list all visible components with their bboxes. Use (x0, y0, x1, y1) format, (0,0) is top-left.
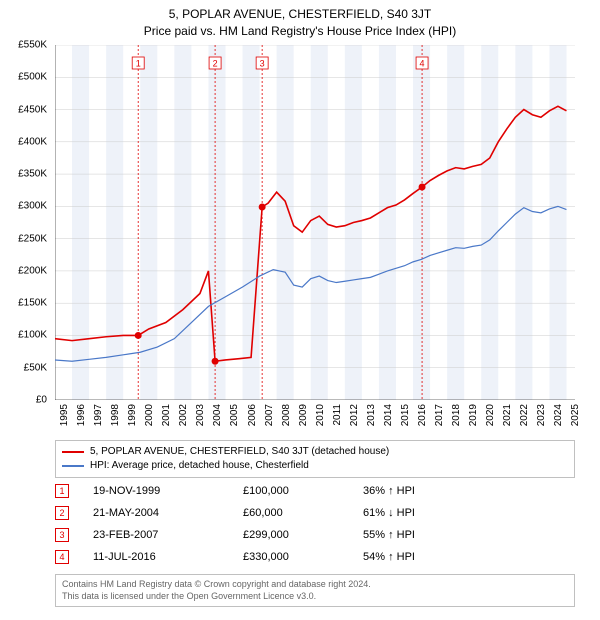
x-tick-label: 2012 (349, 404, 360, 426)
legend-label: 5, POPLAR AVENUE, CHESTERFIELD, S40 3JT … (90, 445, 389, 459)
x-tick-label: 1998 (110, 404, 121, 426)
x-tick-label: 2001 (161, 404, 172, 426)
x-tick-label: 2017 (434, 404, 445, 426)
y-tick-label: £250K (18, 233, 47, 244)
event-row: 3 23-FEB-2007£299,00055% ↑ HPI (55, 524, 575, 546)
title-line-2: Price paid vs. HM Land Registry's House … (0, 23, 600, 40)
event-marker: 2 (55, 506, 69, 520)
x-tick-label: 1999 (127, 404, 138, 426)
chart-title-block: 5, POPLAR AVENUE, CHESTERFIELD, S40 3JT … (0, 0, 600, 40)
y-tick-label: £100K (18, 330, 47, 341)
event-date: 21-MAY-2004 (93, 507, 243, 519)
x-tick-label: 2016 (417, 404, 428, 426)
x-tick-label: 2010 (315, 404, 326, 426)
x-tick-label: 2011 (332, 404, 343, 426)
y-tick-label: £350K (18, 169, 47, 180)
event-marker: 1 (55, 484, 69, 498)
legend-swatch (62, 465, 84, 467)
event-row: 2 21-MAY-2004£60,00061% ↓ HPI (55, 502, 575, 524)
legend-row: 5, POPLAR AVENUE, CHESTERFIELD, S40 3JT … (62, 445, 568, 459)
y-tick-label: £150K (18, 298, 47, 309)
event-date: 19-NOV-1999 (93, 485, 243, 497)
line-chart-svg: 1 2 3 4 (55, 45, 575, 400)
x-tick-label: 2005 (229, 404, 240, 426)
y-tick-label: £500K (18, 72, 47, 83)
x-tick-label: 1995 (59, 404, 70, 426)
x-tick-label: 2000 (144, 404, 155, 426)
svg-text:1: 1 (136, 59, 141, 69)
y-tick-label: £550K (18, 40, 47, 51)
y-tick-label: £400K (18, 136, 47, 147)
x-tick-label: 2004 (212, 404, 223, 426)
x-tick-label: 2002 (178, 404, 189, 426)
svg-text:4: 4 (420, 59, 425, 69)
event-marker: 4 (55, 550, 69, 564)
x-tick-label: 2015 (400, 404, 411, 426)
event-price: £60,000 (243, 507, 363, 519)
x-tick-label: 2020 (485, 404, 496, 426)
x-tick-label: 1996 (76, 404, 87, 426)
svg-text:3: 3 (260, 59, 265, 69)
x-tick-label: 2023 (536, 404, 547, 426)
x-tick-label: 2003 (195, 404, 206, 426)
legend-swatch (62, 451, 84, 453)
x-tick-label: 2019 (468, 404, 479, 426)
footer-attribution: Contains HM Land Registry data © Crown c… (55, 574, 575, 607)
x-tick-label: 2024 (553, 404, 564, 426)
title-line-1: 5, POPLAR AVENUE, CHESTERFIELD, S40 3JT (0, 6, 600, 23)
events-table: 1 19-NOV-1999£100,00036% ↑ HPI 2 21-MAY-200… (55, 480, 575, 568)
x-tick-label: 2022 (519, 404, 530, 426)
y-tick-label: £200K (18, 265, 47, 276)
event-date: 23-FEB-2007 (93, 529, 243, 541)
y-tick-label: £450K (18, 104, 47, 115)
x-axis-labels: 1995 1996 1997 1998 1999 2000 2001 2002 2003 2004… (55, 402, 575, 440)
event-price: £299,000 (243, 529, 363, 541)
event-row: 1 19-NOV-1999£100,00036% ↑ HPI (55, 480, 575, 502)
x-tick-label: 2008 (281, 404, 292, 426)
x-tick-label: 2025 (570, 404, 581, 426)
footer-line-1: Contains HM Land Registry data © Crown c… (62, 579, 568, 591)
legend-row: HPI: Average price, detached house, Ches… (62, 459, 568, 473)
x-tick-label: 2021 (502, 404, 513, 426)
legend-box: 5, POPLAR AVENUE, CHESTERFIELD, S40 3JT … (55, 440, 575, 478)
x-tick-label: 2009 (298, 404, 309, 426)
event-row: 4 11-JUL-2016£330,00054% ↑ HPI (55, 546, 575, 568)
event-delta: 55% ↑ HPI (363, 529, 575, 541)
x-tick-label: 2013 (366, 404, 377, 426)
x-tick-label: 2006 (247, 404, 258, 426)
y-tick-label: £50K (24, 362, 47, 373)
event-delta: 61% ↓ HPI (363, 507, 575, 519)
event-price: £100,000 (243, 485, 363, 497)
legend-label: HPI: Average price, detached house, Ches… (90, 459, 309, 473)
x-tick-label: 2014 (383, 404, 394, 426)
x-tick-label: 2007 (264, 404, 275, 426)
x-tick-label: 2018 (451, 404, 462, 426)
y-tick-label: £0 (36, 395, 47, 406)
event-delta: 54% ↑ HPI (363, 551, 575, 563)
footer-line-2: This data is licensed under the Open Gov… (62, 591, 568, 603)
event-marker: 3 (55, 528, 69, 542)
x-tick-label: 1997 (93, 404, 104, 426)
chart-plot-area: 1 2 3 4 (55, 45, 575, 400)
event-date: 11-JUL-2016 (93, 551, 243, 563)
y-axis-labels: £0£50K£100K£150K£200K£250K£300K£350K£400… (0, 45, 50, 400)
svg-text:2: 2 (213, 59, 218, 69)
event-price: £330,000 (243, 551, 363, 563)
event-delta: 36% ↑ HPI (363, 485, 575, 497)
y-tick-label: £300K (18, 201, 47, 212)
